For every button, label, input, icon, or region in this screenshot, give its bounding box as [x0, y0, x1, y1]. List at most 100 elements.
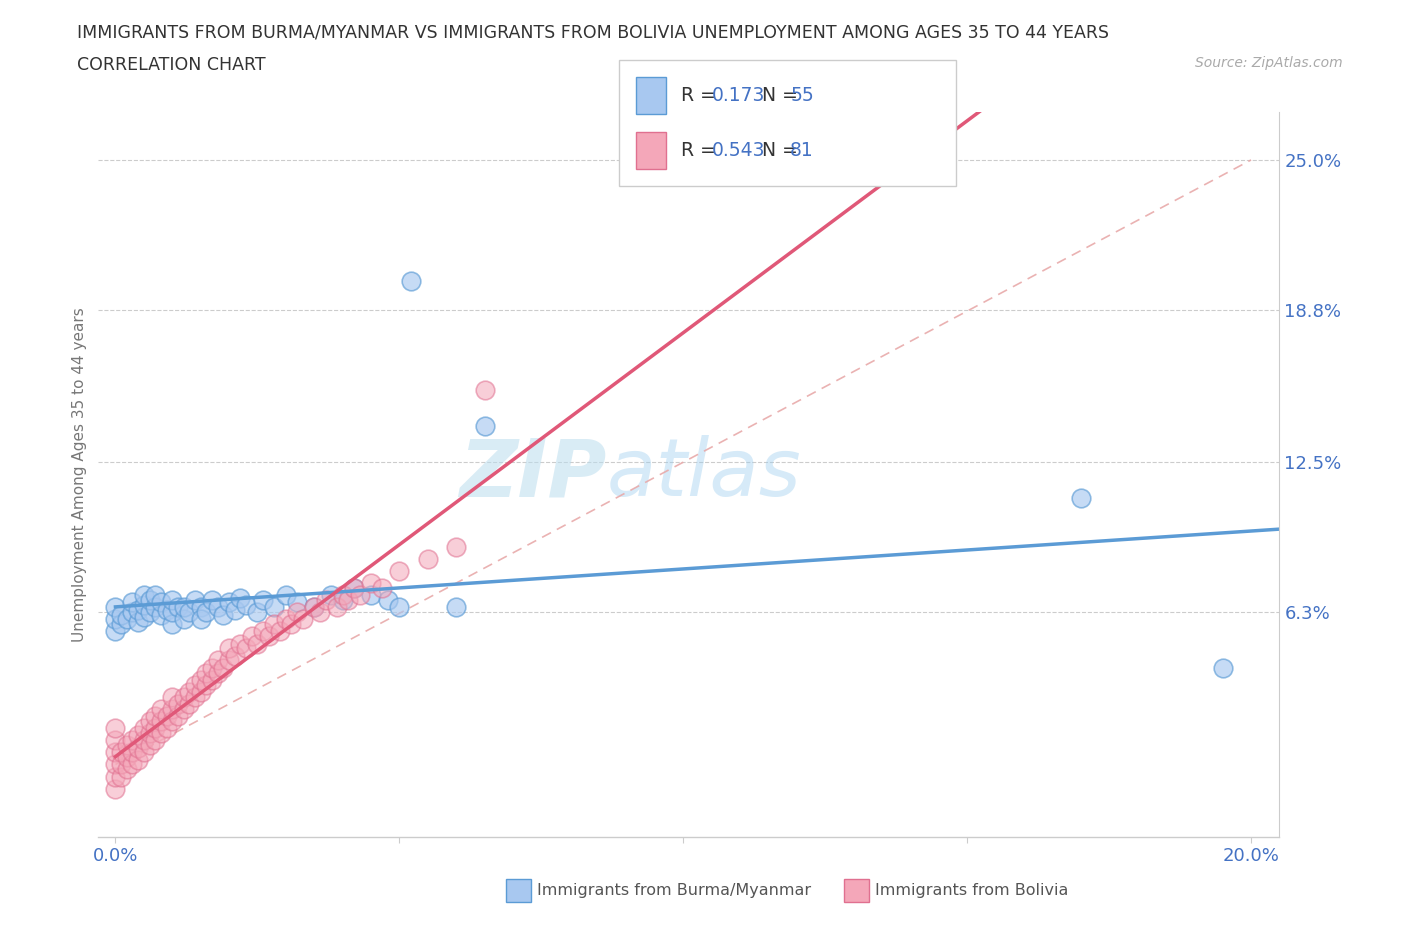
Point [149, 595, 172, 610]
Point [201, 672, 224, 687]
Point [399, 273, 422, 288]
Point [195, 604, 218, 619]
Point [218, 641, 240, 656]
Text: N =: N = [762, 86, 804, 105]
Point [229, 591, 252, 605]
Point [224, 648, 246, 663]
Point [104, 745, 127, 760]
Point [218, 595, 240, 610]
Point [167, 697, 190, 711]
Point [444, 539, 467, 554]
Point [444, 600, 467, 615]
Point [218, 653, 240, 668]
Point [167, 600, 190, 615]
Point [337, 592, 360, 607]
Point [263, 617, 285, 631]
Point [388, 564, 411, 578]
Point [388, 600, 411, 615]
Point [315, 592, 337, 607]
Text: Immigrants from Bolivia: Immigrants from Bolivia [875, 884, 1069, 898]
Point [309, 604, 332, 619]
Point [195, 665, 218, 680]
Point [143, 721, 166, 736]
Point [201, 660, 224, 675]
Point [104, 612, 127, 627]
Point [179, 684, 201, 699]
Point [127, 740, 149, 755]
Text: 55: 55 [790, 86, 814, 105]
Point [149, 713, 172, 728]
Point [263, 600, 285, 615]
Point [110, 607, 132, 622]
Point [149, 701, 172, 716]
Point [132, 609, 155, 624]
Point [132, 721, 155, 736]
Point [207, 665, 229, 680]
Text: 0.543: 0.543 [711, 141, 765, 160]
Point [184, 592, 207, 607]
Point [274, 612, 297, 627]
Point [302, 600, 325, 615]
Text: CORRELATION CHART: CORRELATION CHART [77, 56, 266, 73]
Point [246, 636, 269, 651]
Point [184, 689, 207, 704]
Point [1212, 660, 1234, 675]
Point [127, 728, 149, 743]
Point [143, 709, 166, 724]
Point [349, 588, 371, 603]
Point [121, 745, 143, 760]
Point [104, 769, 127, 784]
Point [343, 580, 366, 595]
Point [110, 745, 132, 760]
Point [127, 615, 149, 630]
Point [416, 551, 439, 566]
Point [332, 588, 354, 603]
Point [115, 737, 138, 752]
Point [274, 588, 297, 603]
Point [110, 769, 132, 784]
Text: ZIP: ZIP [458, 435, 606, 513]
Point [229, 636, 252, 651]
Point [173, 689, 195, 704]
Point [104, 733, 127, 748]
Point [474, 382, 496, 397]
Point [252, 592, 274, 607]
Point [285, 595, 308, 610]
Point [110, 757, 132, 772]
Point [162, 617, 183, 631]
Point [132, 597, 155, 612]
Text: 0.173: 0.173 [711, 86, 765, 105]
Point [110, 617, 132, 631]
Text: R =: R = [681, 86, 721, 105]
Point [162, 701, 183, 716]
Point [143, 588, 166, 603]
Point [115, 750, 138, 764]
Point [173, 600, 195, 615]
Point [162, 604, 183, 619]
Point [235, 597, 257, 612]
Point [162, 713, 183, 728]
Point [121, 733, 143, 748]
Point [474, 418, 496, 433]
Text: IMMIGRANTS FROM BURMA/MYANMAR VS IMMIGRANTS FROM BOLIVIA UNEMPLOYMENT AMONG AGES: IMMIGRANTS FROM BURMA/MYANMAR VS IMMIGRA… [77, 23, 1109, 41]
Point [127, 752, 149, 767]
Y-axis label: Unemployment Among Ages 35 to 44 years: Unemployment Among Ages 35 to 44 years [72, 307, 87, 642]
Point [321, 588, 343, 603]
Point [360, 588, 382, 603]
Point [115, 762, 138, 777]
Point [104, 757, 127, 772]
Text: N =: N = [762, 141, 804, 160]
Point [104, 600, 127, 615]
Point [195, 677, 218, 692]
Point [371, 580, 394, 595]
Point [138, 737, 160, 752]
Text: Source: ZipAtlas.com: Source: ZipAtlas.com [1195, 56, 1343, 70]
Point [132, 745, 155, 760]
Point [252, 624, 274, 639]
Point [138, 725, 160, 740]
Point [343, 580, 366, 595]
Point [121, 757, 143, 772]
Point [240, 629, 263, 644]
Text: atlas: atlas [606, 435, 801, 513]
Point [190, 672, 212, 687]
